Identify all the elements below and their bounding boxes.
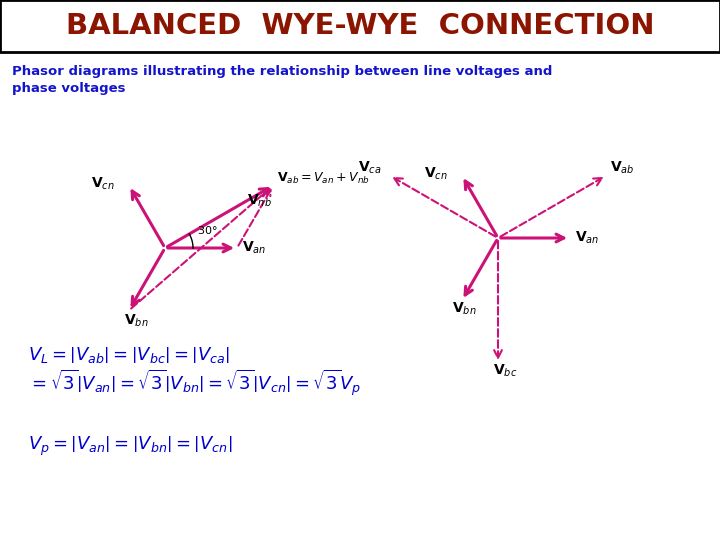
- Text: $V_p = \left|V_{an}\right| = \left|V_{bn}\right| = \left|V_{cn}\right|$: $V_p = \left|V_{an}\right| = \left|V_{bn…: [28, 435, 233, 458]
- Text: $\mathbf{V}_{bn}$: $\mathbf{V}_{bn}$: [124, 312, 148, 329]
- Text: Phasor diagrams illustrating the relationship between line voltages and: Phasor diagrams illustrating the relatio…: [12, 65, 552, 78]
- Bar: [0, 0, 720, 52]
- Text: $\mathbf{V}_{bn}$: $\mathbf{V}_{bn}$: [452, 300, 477, 317]
- Text: $\mathbf{V}_{bc}$: $\mathbf{V}_{bc}$: [493, 363, 517, 380]
- Text: $= \sqrt{3}\left|V_{an}\right| = \sqrt{3}\left|V_{bn}\right| = \sqrt{3}\left|V_{: $= \sqrt{3}\left|V_{an}\right| = \sqrt{3…: [28, 368, 361, 398]
- Text: $\mathbf{V}_{cn}$: $\mathbf{V}_{cn}$: [424, 166, 448, 182]
- Text: $30°$: $30°$: [197, 224, 217, 236]
- Text: $\mathbf{V}_{ca}$: $\mathbf{V}_{ca}$: [358, 159, 382, 176]
- Text: phase voltages: phase voltages: [12, 82, 125, 95]
- Text: $\mathbf{V}_{an}$: $\mathbf{V}_{an}$: [575, 230, 599, 246]
- Text: $\mathbf{V}_{ab} = V_{an} + V_{nb}$: $\mathbf{V}_{ab} = V_{an} + V_{nb}$: [277, 171, 370, 186]
- Text: $\mathbf{V}_{an}$: $\mathbf{V}_{an}$: [242, 240, 266, 256]
- Text: $\mathbf{V}_{nb}$: $\mathbf{V}_{nb}$: [247, 193, 272, 209]
- Text: $\mathbf{V}_{cn}$: $\mathbf{V}_{cn}$: [91, 176, 114, 192]
- Text: $\mathbf{V}_{ab}$: $\mathbf{V}_{ab}$: [611, 159, 635, 176]
- Text: $V_L = \left|V_{ab}\right| = \left|V_{bc}\right| = \left|V_{ca}\right|$: $V_L = \left|V_{ab}\right| = \left|V_{bc…: [28, 345, 230, 365]
- Text: BALANCED  WYE-WYE  CONNECTION: BALANCED WYE-WYE CONNECTION: [66, 12, 654, 40]
